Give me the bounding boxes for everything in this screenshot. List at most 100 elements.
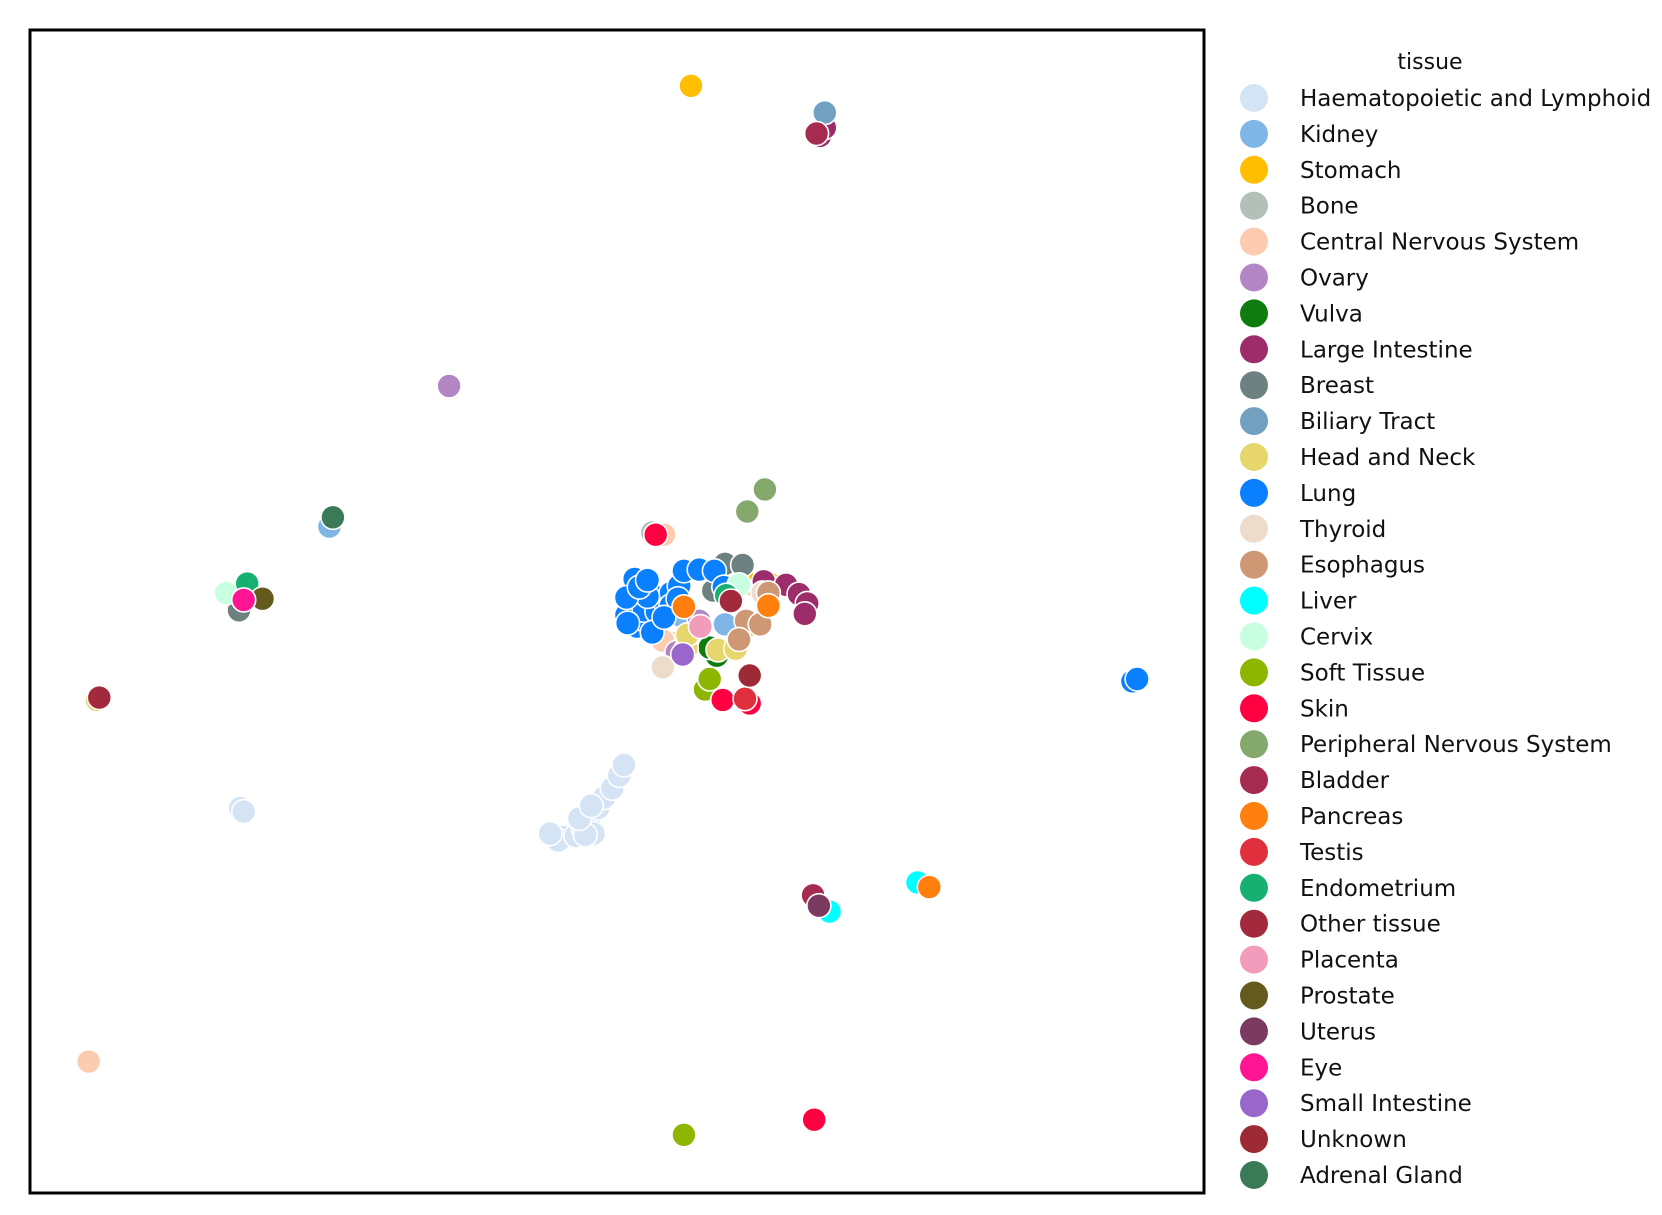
- legend-label-breast: Breast: [1300, 373, 1374, 399]
- legend-marker-unknown: [1240, 1125, 1268, 1154]
- point-lung-21: [651, 604, 677, 631]
- legend-marker-other-tissue: [1240, 909, 1268, 938]
- legend-label-biliary-tract: Biliary Tract: [1300, 409, 1435, 435]
- legend-marker-central-nervous-system: [1240, 227, 1268, 256]
- point-lung-25: [634, 567, 661, 593]
- legend-marker-skin: [1240, 694, 1268, 723]
- legend-marker-cervix: [1240, 622, 1268, 651]
- legend-marker-prostate: [1240, 981, 1268, 1010]
- legend-item-bone: Bone: [1240, 191, 1359, 220]
- point-unknown-0: [736, 662, 763, 689]
- point-uterus-0: [806, 892, 832, 919]
- legend-item-biliary-tract: Biliary Tract: [1240, 407, 1435, 436]
- series-placenta: [687, 613, 714, 640]
- point-placenta-0: [687, 613, 714, 640]
- legend-item-ovary: Ovary: [1240, 263, 1369, 292]
- legend-marker-esophagus: [1240, 550, 1268, 579]
- legend-label-central-nervous-system: Central Nervous System: [1300, 230, 1579, 256]
- legend-item-eye: Eye: [1240, 1053, 1342, 1082]
- point-skin-1: [709, 687, 736, 713]
- legend-item-head-and-neck: Head and Neck: [1240, 443, 1476, 471]
- series-pancreas: [671, 592, 943, 900]
- legend-label-lung: Lung: [1300, 481, 1356, 507]
- legend-marker-endometrium: [1240, 873, 1268, 902]
- series-other-tissue: [86, 588, 744, 711]
- series-esophagus: [726, 580, 782, 653]
- legend-marker-soft-tissue: [1240, 658, 1268, 687]
- legend-marker-stomach: [1240, 155, 1268, 184]
- legend-label-ovary: Ovary: [1300, 266, 1369, 292]
- legend-marker-uterus: [1240, 1017, 1268, 1046]
- point-pancreas-0: [916, 874, 943, 900]
- legend-item-haematopoietic-and-lymphoid: Haematopoietic and Lymphoid: [1240, 84, 1651, 112]
- legend-marker-vulva: [1240, 299, 1268, 328]
- point-peripheral-nervous-system-0: [752, 476, 778, 503]
- legend-item-other-tissue: Other tissue: [1240, 909, 1441, 938]
- point-bladder-0: [803, 120, 830, 147]
- legend-item-peripheral-nervous-system: Peripheral Nervous System: [1240, 730, 1612, 759]
- plot-frame: [28, 28, 1206, 1195]
- legend-item-breast: Breast: [1240, 371, 1374, 400]
- legend-label-stomach: Stomach: [1300, 158, 1401, 184]
- point-skin-0: [801, 1106, 828, 1133]
- legend-label-pancreas: Pancreas: [1300, 804, 1403, 830]
- legend-label-eye: Eye: [1300, 1055, 1342, 1081]
- legend-item-large-intestine: Large Intestine: [1240, 335, 1473, 364]
- legend-item-skin: Skin: [1240, 694, 1349, 723]
- legend-label-soft-tissue: Soft Tissue: [1300, 660, 1425, 686]
- legend-label-endometrium: Endometrium: [1300, 876, 1456, 902]
- point-small-intestine-0: [669, 641, 696, 668]
- legend-marker-eye: [1240, 1053, 1268, 1082]
- point-skin-3: [642, 521, 669, 548]
- legend-marker-kidney: [1240, 119, 1268, 148]
- legend-item-kidney: Kidney: [1240, 119, 1378, 148]
- legend-item-esophagus: Esophagus: [1240, 550, 1425, 579]
- point-haematopoietic-and-lymphoid-2: [230, 798, 257, 825]
- series-skin: [642, 521, 828, 1133]
- legend-item-small-intestine: Small Intestine: [1240, 1089, 1472, 1118]
- points-layer: [75, 73, 1150, 1148]
- point-lung-17: [614, 610, 641, 636]
- legend-item-pancreas: Pancreas: [1240, 802, 1403, 830]
- legend-marker-ovary: [1240, 263, 1268, 292]
- legend-label-peripheral-nervous-system: Peripheral Nervous System: [1300, 732, 1612, 758]
- legend-item-placenta: Placenta: [1240, 945, 1399, 974]
- point-pancreas-2: [755, 592, 782, 619]
- legend-marker-biliary-tract: [1240, 407, 1268, 436]
- point-soft-tissue-2: [696, 666, 723, 692]
- legend-label-bladder: Bladder: [1300, 768, 1390, 794]
- point-ovary-0: [436, 373, 462, 399]
- point-other-tissue-0: [718, 588, 744, 614]
- legend-item-thyroid: Thyroid: [1240, 514, 1386, 543]
- series-bladder: [800, 120, 830, 909]
- legend-item-uterus: Uterus: [1240, 1017, 1376, 1046]
- point-haematopoietic-and-lymphoid-15: [537, 820, 563, 847]
- legend-label-liver: Liver: [1300, 589, 1357, 615]
- series-testis: [732, 685, 758, 712]
- legend-label-adrenal-gland: Adrenal Gland: [1300, 1163, 1463, 1189]
- legend-marker-liver: [1240, 586, 1268, 615]
- legend-item-cervix: Cervix: [1240, 622, 1373, 651]
- point-soft-tissue-0: [671, 1122, 697, 1148]
- legend-item-endometrium: Endometrium: [1240, 873, 1456, 902]
- point-haematopoietic-and-lymphoid-17: [578, 792, 605, 819]
- point-haematopoietic-and-lymphoid-12: [611, 752, 637, 778]
- point-stomach-0: [678, 73, 704, 99]
- series-large-intestine: [750, 114, 838, 627]
- series-soft-tissue: [671, 666, 723, 1148]
- series-peripheral-nervous-system: [734, 476, 778, 525]
- point-esophagus-3: [726, 626, 752, 653]
- legend-marker-pancreas: [1240, 802, 1268, 830]
- legend-item-stomach: Stomach: [1240, 155, 1401, 184]
- legend-marker-haematopoietic-and-lymphoid: [1240, 84, 1268, 112]
- point-testis-0: [732, 685, 758, 712]
- legend-marker-small-intestine: [1240, 1089, 1268, 1118]
- point-large-intestine-6: [791, 600, 818, 627]
- legend-label-esophagus: Esophagus: [1300, 553, 1425, 579]
- point-other-tissue-1: [86, 684, 113, 711]
- legend-label-prostate: Prostate: [1300, 984, 1395, 1010]
- legend-marker-breast: [1240, 371, 1268, 400]
- point-central-nervous-system-0: [75, 1048, 102, 1075]
- legend-item-testis: Testis: [1240, 837, 1364, 866]
